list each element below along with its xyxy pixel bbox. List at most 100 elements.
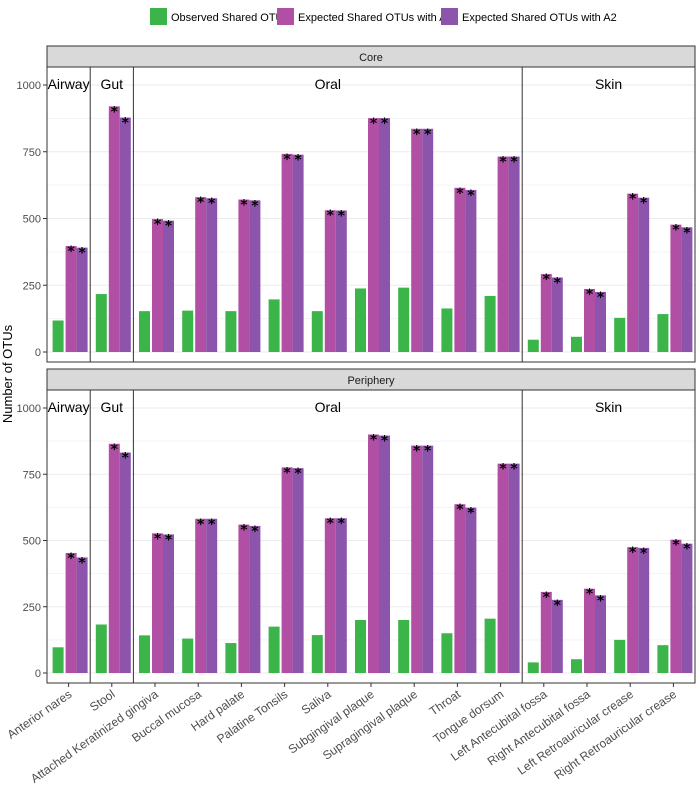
bar-stool-observed [95,624,107,673]
panel-title: Core [359,52,383,64]
significance-star: * [338,208,346,224]
bar-attached-keratinized-gingiva-observed [139,311,150,352]
panel-title: Periphery [347,375,395,387]
significance-star: * [208,196,216,212]
bar-supragingival-plaque-a2 [422,445,434,673]
bar-buccal-mucosa-a2 [206,518,218,673]
bar-hard-palate-a1 [238,199,250,352]
bar-throat-observed [441,308,453,352]
bar-right-antecubital-fossa-a2 [595,291,606,352]
group-label-oral: Oral [315,76,341,92]
bar-hard-palate-a2 [249,200,261,352]
significance-star: * [283,465,291,481]
significance-star: * [586,587,594,603]
significance-star: * [499,155,507,171]
bar-subgingival-plaque-a2 [379,118,390,352]
bar-subgingival-plaque-observed [355,288,366,352]
legend-swatch [441,8,458,25]
bar-stool-a2 [119,117,131,352]
significance-star: * [154,217,162,233]
bar-right-retroauricular-crease-observed [657,645,669,673]
group-label-skin: Skin [595,76,622,92]
bar-throat-a1 [454,187,466,352]
y-axis-title: Number of OTUs [0,324,15,423]
significance-star: * [413,127,421,143]
y-tick-label: 500 [23,214,41,226]
bar-tongue-dorsum-a2 [508,156,520,352]
bar-buccal-mucosa-a1 [195,518,207,673]
bar-palatine-tonsils-a2 [292,468,304,673]
bar-throat-a2 [465,189,477,352]
bar-left-antecubital-fossa-a1 [540,274,552,352]
significance-star: * [165,219,173,235]
bar-throat-a1 [454,504,466,673]
significance-star: * [251,198,259,214]
significance-star: * [370,433,378,449]
bar-right-antecubital-fossa-a1 [584,588,595,673]
significance-star: * [165,532,173,548]
bar-right-retroauricular-crease-a1 [670,539,682,673]
bar-left-retroauricular-crease-a1 [627,193,639,352]
bar-supragingival-plaque-a1 [411,445,423,673]
x-label-throat: Throat [427,687,464,719]
y-tick-label: 0 [35,347,41,359]
bar-attached-keratinized-gingiva-a1 [152,219,163,352]
significance-star: * [208,517,216,533]
y-tick-label: 1000 [17,80,41,92]
bar-saliva-observed [311,311,323,352]
significance-star: * [122,116,130,132]
bar-saliva-a2 [335,518,347,673]
legend-swatch [277,8,294,25]
bar-saliva-a1 [324,210,336,352]
significance-star: * [683,542,691,558]
bar-anterior-nares-a1 [65,552,77,673]
significance-star: * [629,192,637,208]
significance-star: * [543,272,551,288]
significance-star: * [672,538,680,554]
bar-stool-a2 [119,452,131,673]
bar-right-retroauricular-crease-observed [657,314,669,352]
bar-anterior-nares-a2 [76,247,88,352]
significance-star: * [381,116,389,132]
significance-star: * [251,524,259,540]
bar-supragingival-plaque-a1 [411,128,423,352]
group-label-gut: Gut [101,399,124,415]
significance-star: * [629,545,637,561]
significance-star: * [327,516,335,532]
bar-tongue-dorsum-observed [484,295,496,352]
bar-left-retroauricular-crease-a1 [627,547,639,673]
y-tick-label: 500 [23,536,41,548]
group-label-oral: Oral [315,399,341,415]
bar-right-antecubital-fossa-observed [571,659,582,673]
panel-border [46,66,696,363]
significance-star: * [640,196,648,212]
bar-palatine-tonsils-observed [268,299,280,352]
significance-star: * [78,246,86,262]
bar-left-retroauricular-crease-a2 [638,547,650,673]
x-label-saliva: Saliva [299,687,334,717]
bar-right-retroauricular-crease-a1 [670,224,682,352]
bar-palatine-tonsils-a2 [292,154,304,352]
significance-star: * [467,506,475,522]
group-label-skin: Skin [595,399,622,415]
bar-stool-a1 [108,443,120,673]
significance-star: * [510,462,518,478]
legend: Observed Shared OTUs Expected Shared OTUs… [150,8,617,25]
bar-tongue-dorsum-observed [484,618,496,673]
bar-right-retroauricular-crease-a2 [681,543,693,673]
group-label-gut: Gut [101,76,124,92]
y-tick-label: 750 [23,469,41,481]
bar-anterior-nares-observed [52,320,64,352]
significance-star: * [197,517,205,533]
bar-left-retroauricular-crease-observed [614,639,626,673]
bar-throat-a2 [465,507,477,673]
significance-star: * [197,195,205,211]
significance-star: * [543,590,551,606]
significance-star: * [283,152,291,168]
bar-attached-keratinized-gingiva-a2 [163,220,174,352]
bar-left-retroauricular-crease-a2 [638,197,650,352]
